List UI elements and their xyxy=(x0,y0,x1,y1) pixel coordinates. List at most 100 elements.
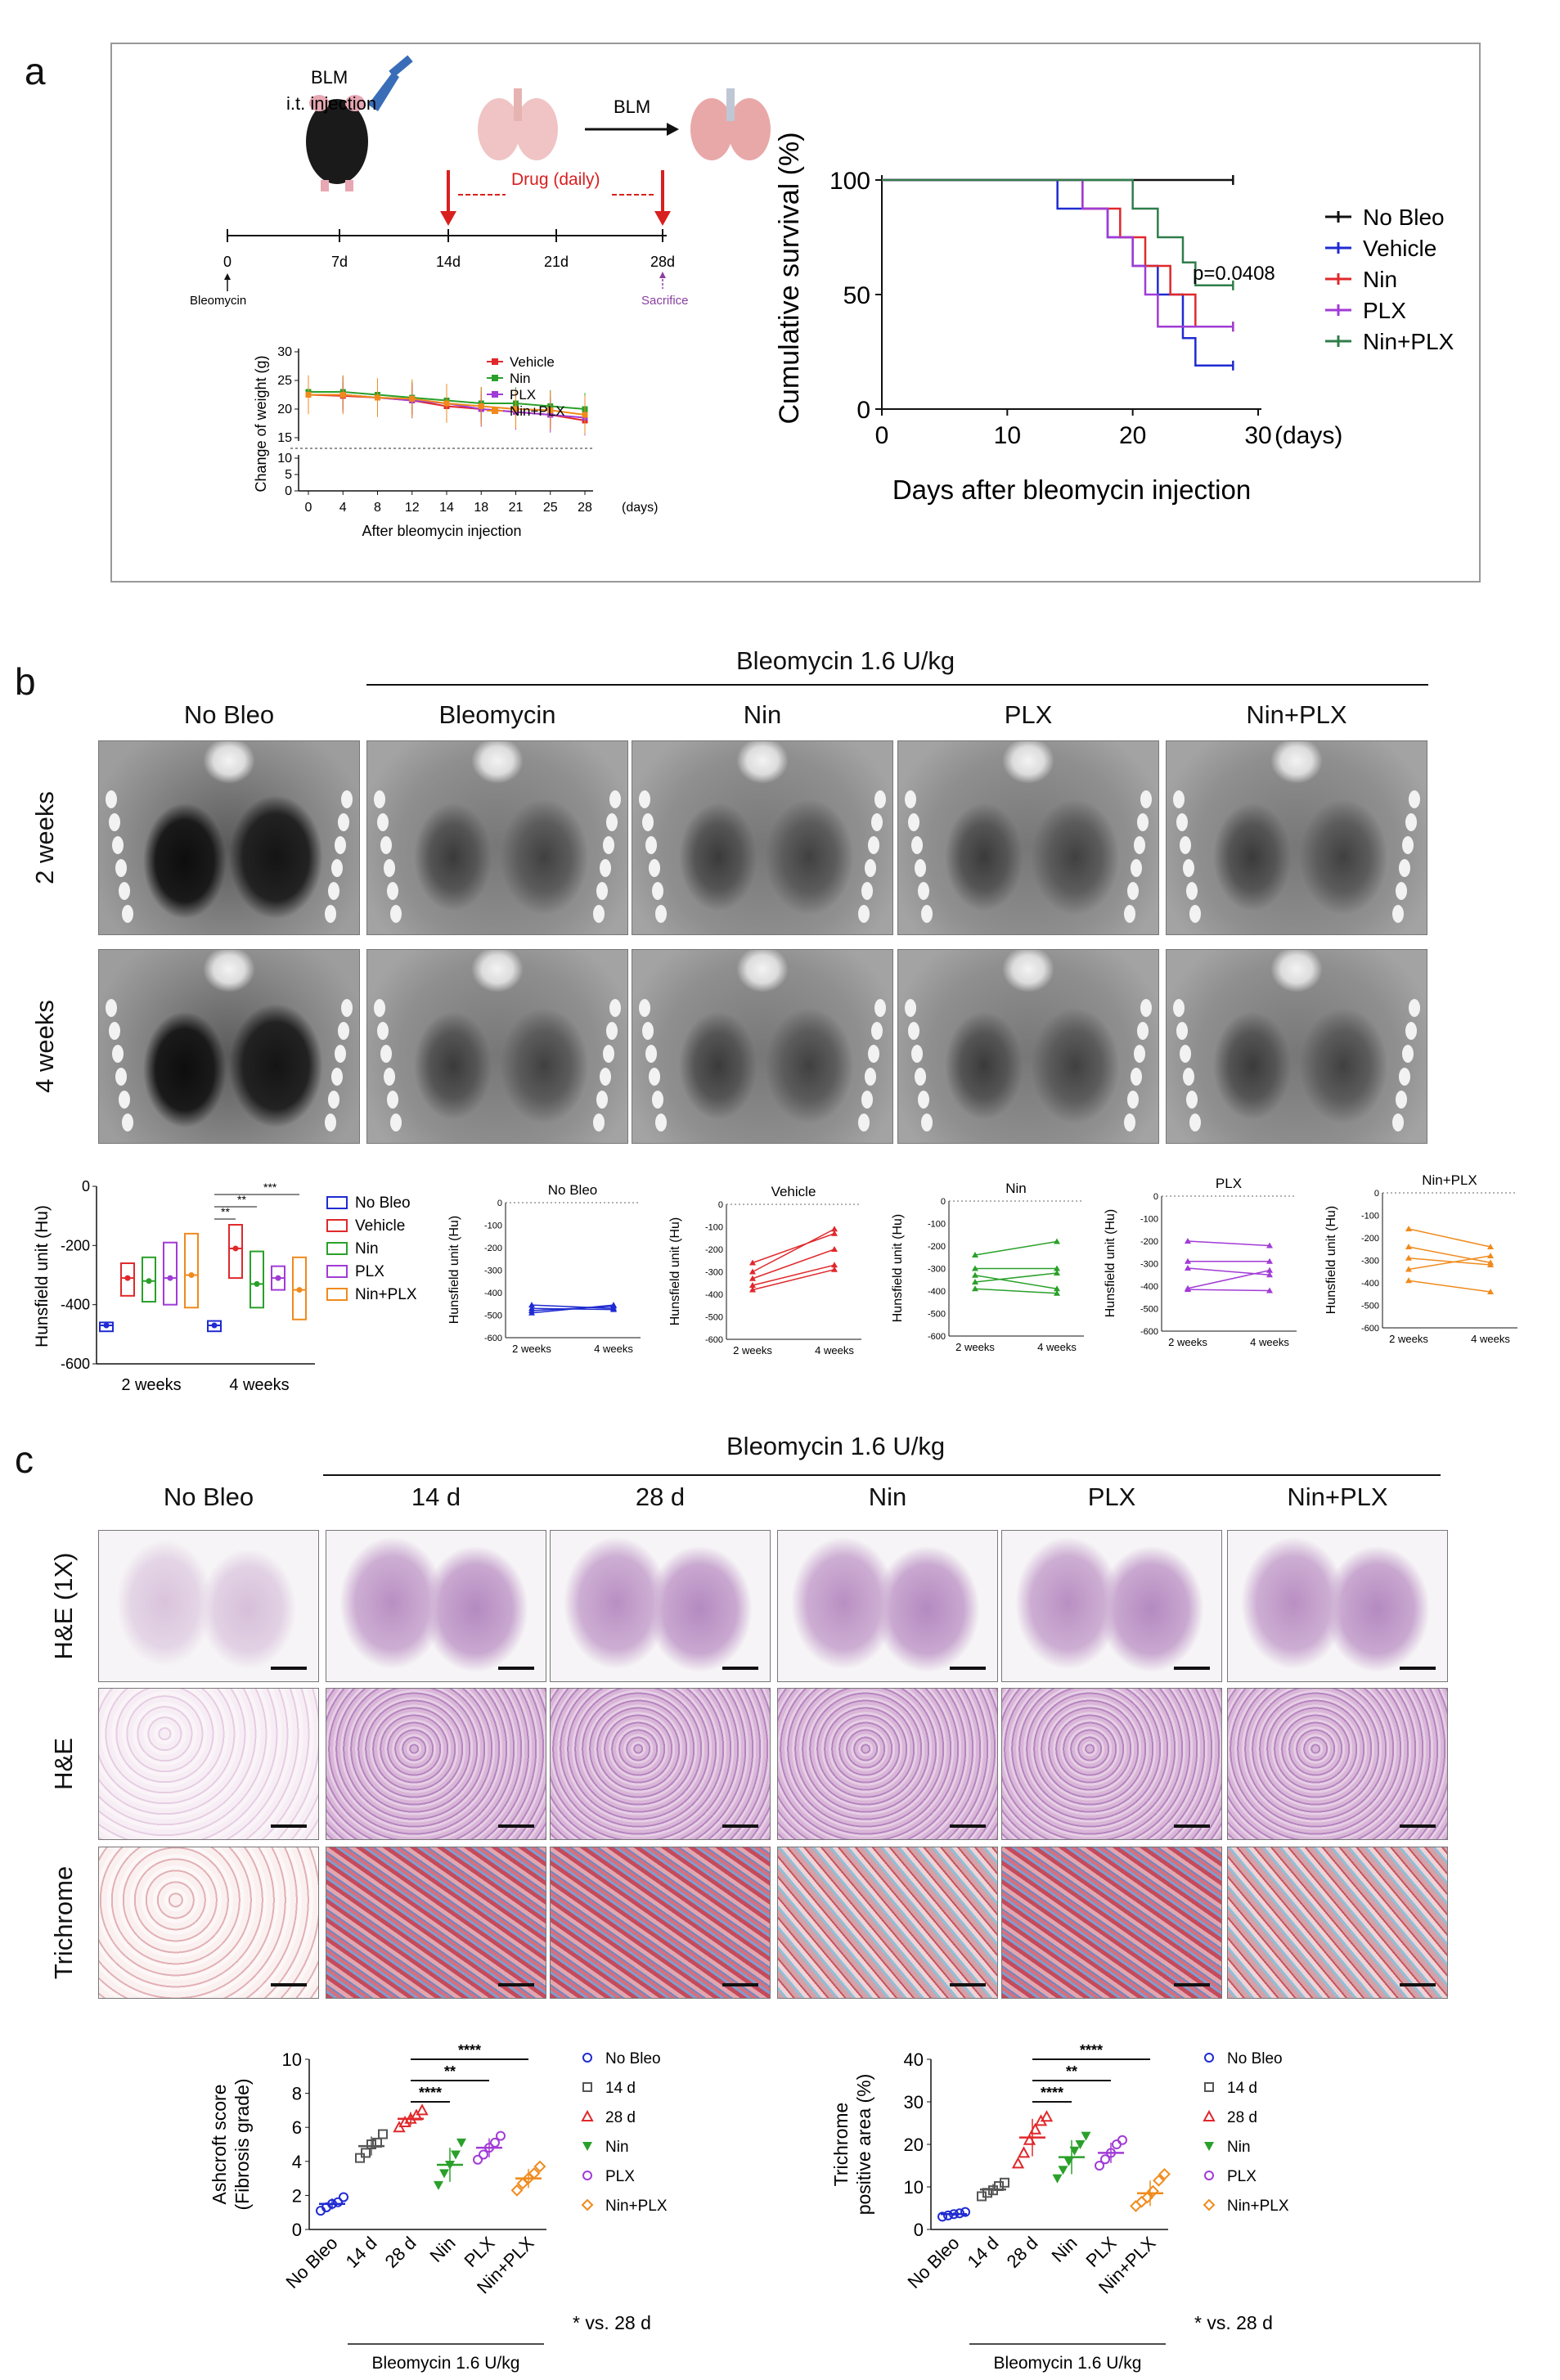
box-point xyxy=(103,1322,110,1329)
rib-left xyxy=(911,1045,923,1063)
timeline-tick-label: 7d xyxy=(331,254,348,270)
trichrome-point xyxy=(1135,2195,1148,2208)
paired-line xyxy=(752,1264,835,1286)
rib-right xyxy=(858,1114,870,1132)
box-legend-label: Nin+PLX xyxy=(355,1286,417,1303)
trichrome-point xyxy=(1075,2140,1086,2149)
weight-point xyxy=(305,392,312,398)
paired-ytick-label: -100 xyxy=(1140,1215,1158,1225)
rib-left xyxy=(1180,1045,1191,1063)
paired-ytick-label: -600 xyxy=(928,1332,946,1342)
rib-right xyxy=(1137,813,1149,831)
paired-xtick-label: 4 weeks xyxy=(1250,1336,1289,1348)
survival-chart: 0 50 100 0 10 20 30 (days) Days after bleomycin … xyxy=(774,132,1454,505)
rib-right xyxy=(593,905,605,923)
histology-image xyxy=(1001,1688,1222,1840)
rib-right xyxy=(1140,999,1152,1017)
scale-bar xyxy=(271,1667,307,1670)
scale-bar xyxy=(498,1983,534,1986)
rib-right xyxy=(861,882,873,900)
ashcroft-ytick-label: 2 xyxy=(292,2185,302,2206)
paired-ytick-label: -200 xyxy=(705,1245,723,1255)
rib-right xyxy=(325,1114,336,1132)
panel-c-group-header: Bleomycin 1.6 U/kg xyxy=(726,1432,946,1460)
ashcroft-legend-label: No Bleo xyxy=(605,2050,661,2067)
ct-column-label: PLX xyxy=(1004,700,1053,729)
hist-column-label: Nin+PLX xyxy=(1287,1482,1388,1511)
scale-bar xyxy=(271,1983,307,1986)
rib-right xyxy=(338,813,349,831)
paired-line xyxy=(752,1233,835,1264)
rib-left xyxy=(905,790,916,808)
paired-point xyxy=(1266,1287,1273,1293)
paired-point xyxy=(1185,1238,1191,1244)
rib-right xyxy=(1402,836,1414,854)
scale-bar xyxy=(498,1824,534,1828)
rib-right xyxy=(1402,1045,1414,1063)
weight-xtick-label: 12 xyxy=(405,501,420,515)
panel-b-group-header: Bleomycin 1.6 U/kg xyxy=(736,646,955,675)
paired-line xyxy=(1408,1228,1491,1248)
paired-point xyxy=(1487,1262,1494,1267)
paired-chart-title: Nin+PLX xyxy=(1422,1172,1477,1188)
trichrome-point xyxy=(1000,2177,1009,2188)
rib-right xyxy=(331,859,343,877)
rib-left xyxy=(645,1045,657,1063)
trichrome-point xyxy=(1081,2131,1091,2141)
ashcroft-legend-label: PLX xyxy=(605,2168,635,2185)
rib-right xyxy=(1405,1022,1417,1040)
box-legend-label: No Bleo xyxy=(355,1194,411,1212)
blm-arrow-label: BLM xyxy=(614,97,650,117)
weight-ytick-label: 20 xyxy=(277,403,292,416)
ashcroft-point xyxy=(451,2150,461,2160)
box-legend-marker xyxy=(326,1288,348,1301)
rib-right xyxy=(596,882,608,900)
hist-column-label: PLX xyxy=(1087,1482,1136,1511)
weight-xlabel: After bleomycin injection xyxy=(362,523,521,539)
rib-left xyxy=(384,859,395,877)
ashcroft-sig-label: **** xyxy=(458,2042,481,2058)
ashcroft-point xyxy=(398,2115,411,2127)
paired-ytick-label: -300 xyxy=(705,1268,723,1278)
paired-xtick-label: 2 weeks xyxy=(1168,1336,1207,1348)
weight-ytick-label: 25 xyxy=(277,374,292,388)
paired-xtick-label: 2 weeks xyxy=(1389,1333,1428,1345)
rib-right xyxy=(1124,1114,1135,1132)
paired-point xyxy=(1405,1254,1412,1261)
box-legend-label: Nin xyxy=(355,1240,379,1257)
trichrome-legend-label: No Bleo xyxy=(1227,2050,1283,2067)
paired-point xyxy=(1185,1265,1191,1271)
histology-image xyxy=(1227,1847,1448,1999)
paired-ytick-label: -400 xyxy=(1140,1282,1158,1292)
histology-image xyxy=(326,1530,546,1682)
weight-legend-label: PLX xyxy=(510,387,536,403)
rib-left xyxy=(645,836,657,854)
scale-bar xyxy=(722,1667,758,1670)
rib-right xyxy=(1131,1068,1142,1086)
box-rect xyxy=(142,1256,156,1303)
histology-image xyxy=(777,1530,998,1682)
paired-ylabel: Hunsfield unit (Hu) xyxy=(1324,1206,1338,1315)
rib-left xyxy=(1183,1068,1194,1086)
rib-right xyxy=(1140,790,1152,808)
weight-legend-marker xyxy=(492,391,498,398)
paired-chart: Nin+PLX 0 -100 -200 -300 -400 -500 -600 Hunsfiel… xyxy=(1324,1172,1517,1345)
trichrome-xtick-label: 28 d xyxy=(1003,2233,1042,2272)
rib-left xyxy=(1180,836,1191,854)
box-rect xyxy=(184,1232,199,1309)
paired-ytick-label: -300 xyxy=(1140,1260,1158,1270)
ashcroft-group-label: Bleomycin 1.6 U/kg xyxy=(372,2354,520,2373)
paired-point xyxy=(831,1266,838,1272)
paired-point xyxy=(1185,1257,1191,1264)
box-chart: 0 -200 -400 -600 Hunsfield unit (Hu) 2 weeks 4… xyxy=(33,1178,417,1394)
paired-chart-title: No Bleo xyxy=(548,1182,597,1198)
trichrome-legend-label: Nin xyxy=(1227,2139,1251,2156)
paired-point xyxy=(1405,1226,1412,1231)
ct-row-label: 2 weeks xyxy=(30,791,59,884)
paired-ytick-label: -500 xyxy=(484,1311,502,1321)
rib-left xyxy=(921,1114,933,1132)
lung-icon-fibrotic xyxy=(690,88,771,160)
rib-right xyxy=(865,859,876,877)
ct-scan-image xyxy=(632,949,893,1144)
survival-legend-label: Nin+PLX xyxy=(1363,329,1454,354)
